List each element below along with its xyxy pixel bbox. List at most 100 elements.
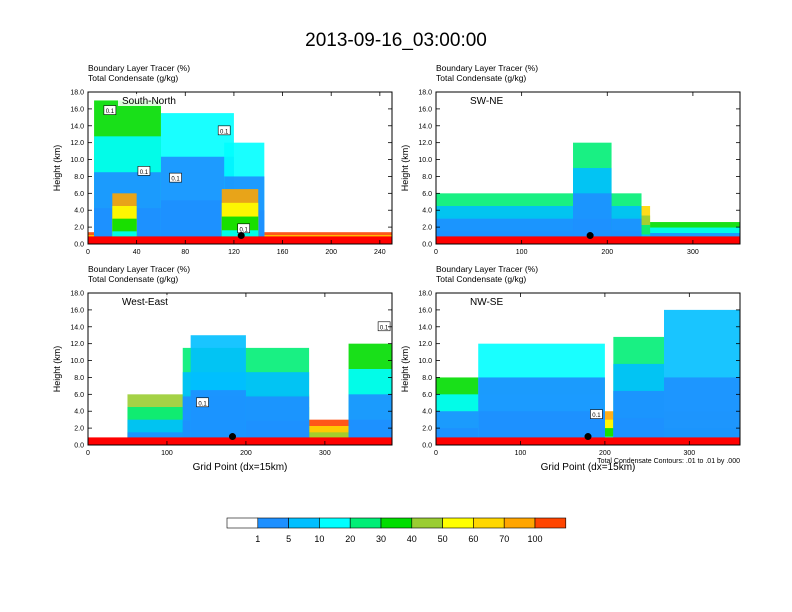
- panel-nw-se: 0.1 0.0 2.0 4.0 6.0 8.0 10.0 12.0 14.0 16.0 18.0 0 1…: [400, 264, 741, 473]
- y-tick-label: 10.0: [418, 157, 432, 164]
- panel-name: South-North: [122, 96, 176, 107]
- x-tick-label: 300: [319, 450, 331, 457]
- contour-label-box: [237, 223, 250, 234]
- contour-label: 0.1: [239, 227, 248, 233]
- shaded-region: [664, 377, 740, 445]
- contour-label-box: [137, 166, 151, 176]
- x-tick-label: 100: [161, 450, 173, 457]
- contour-label: 0.1: [198, 401, 207, 407]
- y-tick-label: 18.0: [70, 291, 84, 298]
- y-tick-label: 12.0: [418, 140, 432, 147]
- colorbar-label: 60: [468, 534, 478, 544]
- colorbar-label: 70: [499, 534, 509, 544]
- y-tick-label: 18.0: [70, 90, 84, 97]
- contour-note: Total Condensate Contours: .01 to .01 by…: [597, 458, 740, 465]
- y-tick-label: 16.0: [418, 106, 432, 113]
- colorbar-swatch: [349, 517, 382, 529]
- contour-label-box: [590, 409, 603, 419]
- x-tick-label: 300: [687, 249, 699, 256]
- y-axis-label: Height (km): [52, 145, 62, 192]
- panel-sw-ne: 0.0 2.0 4.0 6.0 8.0 10.0 12.0 14.0 16.0 18.0 0 100 2…: [400, 63, 741, 256]
- y-tick-label: 6.0: [74, 191, 84, 198]
- y-tick-label: 14.0: [70, 123, 84, 130]
- x-tick-label: 240: [374, 249, 386, 256]
- contour-label: 0.1: [106, 109, 115, 115]
- field-label-condensate: Total Condensate (g/kg): [436, 274, 526, 284]
- field-label-tracer: Boundary Layer Tracer (%): [88, 264, 190, 274]
- y-tick-label: 2.0: [422, 426, 432, 433]
- x-tick-label: 300: [683, 450, 695, 457]
- location-marker: [228, 433, 236, 441]
- x-tick-label: 160: [277, 249, 289, 256]
- panel-name: NW-SE: [470, 297, 503, 308]
- x-tick-label: 0: [434, 450, 438, 457]
- main-title: 2013-09-16_03:00:00: [305, 30, 487, 51]
- panel-west-east: 0.1 0.1 0.0 2.0 4.0 6.0 8.0 10.0 12.0 14.0 16.0 18.…: [52, 264, 393, 473]
- y-tick-label: 0.0: [422, 443, 432, 450]
- plot-frame: [87, 292, 393, 446]
- field-layer: [88, 335, 392, 445]
- y-tick-label: 2.0: [422, 225, 432, 232]
- x-tick-label: 40: [133, 249, 141, 256]
- y-tick-label: 14.0: [70, 324, 84, 331]
- y-tick-label: 8.0: [74, 375, 84, 382]
- y-tick-label: 6.0: [422, 191, 432, 198]
- y-tick-label: 10.0: [70, 157, 84, 164]
- colorbar-swatch: [534, 517, 567, 529]
- panel-south-north: 0.1 0.1 0.1 0.1 0.1 0.0 2.0 4.0 6.0 8.0 10.0 12.0 14…: [52, 63, 393, 256]
- y-tick-label: 18.0: [418, 90, 432, 97]
- y-tick-label: 18.0: [418, 291, 432, 298]
- y-tick-label: 14.0: [418, 324, 432, 331]
- contour-label: 0.1: [380, 325, 389, 331]
- x-tick-label: 120: [228, 249, 240, 256]
- y-tick-label: 16.0: [70, 106, 84, 113]
- panel-name-bg: [466, 94, 518, 106]
- x-axis-label: Grid Point (dx=15km): [193, 462, 288, 473]
- field-layer: [436, 309, 740, 445]
- panel-name-bg: [118, 295, 170, 307]
- panel-name-bg: [466, 295, 518, 307]
- x-tick-label: 200: [599, 450, 611, 457]
- colorbar-swatch: [288, 517, 320, 529]
- surface-band: [436, 236, 740, 244]
- y-axis-label: Height (km): [400, 346, 410, 393]
- surface-band: [88, 437, 392, 445]
- y-tick-label: 6.0: [422, 392, 432, 399]
- contour-label: 0.1: [171, 177, 180, 183]
- panel-name: West-East: [122, 297, 168, 308]
- y-tick-label: 8.0: [422, 375, 432, 382]
- y-tick-label: 0.0: [74, 242, 84, 249]
- y-axis-label: Height (km): [400, 145, 410, 192]
- y-tick-label: 10.0: [418, 358, 432, 365]
- x-tick-label: 80: [181, 249, 189, 256]
- plot-frame: [435, 91, 741, 245]
- panel-name: SW-NE: [470, 96, 503, 107]
- y-tick-label: 4.0: [422, 409, 432, 416]
- x-tick-label: 0: [86, 249, 90, 256]
- field-layer: [436, 142, 740, 244]
- contour-label-box: [169, 172, 182, 183]
- y-tick-label: 2.0: [74, 426, 84, 433]
- colorbar-label: 20: [345, 534, 355, 544]
- y-tick-label: 8.0: [74, 174, 84, 181]
- field-label-tracer: Boundary Layer Tracer (%): [436, 63, 538, 73]
- surface-band: [436, 437, 740, 445]
- y-tick-label: 4.0: [74, 409, 84, 416]
- x-axis-label: Grid Point (dx=15km): [541, 462, 636, 473]
- field-label-tracer: Boundary Layer Tracer (%): [88, 63, 190, 73]
- plot-frame: [87, 91, 393, 245]
- colorbar-swatch: [257, 517, 289, 529]
- x-tick-label: 100: [516, 249, 528, 256]
- colorbar-label: 40: [407, 534, 417, 544]
- colorbar: 1 5 10 20 30 40 50 60 70 100: [226, 517, 567, 544]
- y-tick-label: 12.0: [70, 140, 84, 147]
- y-tick-label: 16.0: [418, 307, 432, 314]
- location-marker: [586, 232, 594, 240]
- contour-label-box: [196, 397, 209, 408]
- y-tick-label: 4.0: [422, 208, 432, 215]
- y-tick-label: 4.0: [74, 208, 84, 215]
- y-tick-label: 14.0: [418, 123, 432, 130]
- y-tick-label: 6.0: [74, 392, 84, 399]
- contour-label-box: [217, 125, 231, 136]
